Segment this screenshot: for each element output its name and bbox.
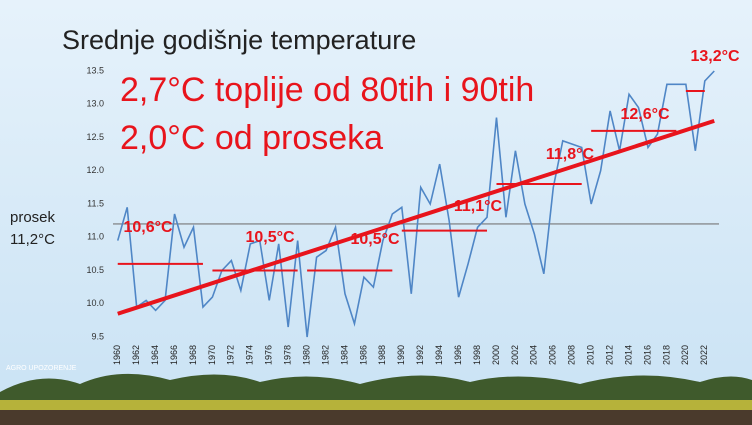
- decade-label: 10,6°C: [123, 219, 173, 236]
- decade-label: 12,6°C: [620, 106, 670, 123]
- chart-title: Srednje godišnje temperature: [62, 25, 416, 55]
- x-tick-label: 1982: [320, 345, 330, 365]
- x-tick-label: 2006: [548, 345, 558, 365]
- y-tick-label: 12.0: [86, 165, 104, 175]
- x-tick-label: 2022: [699, 345, 709, 365]
- x-tick-label: 1976: [264, 345, 274, 365]
- x-tick-label: 1996: [453, 345, 463, 365]
- annotation: 2,0°C od proseka: [120, 119, 383, 157]
- x-tick-label: 1992: [415, 345, 425, 365]
- y-tick-label: 9.5: [91, 331, 104, 341]
- x-tick-label: 1988: [377, 345, 387, 365]
- average-name: prosek: [10, 209, 56, 226]
- x-tick-label: 1970: [207, 345, 217, 365]
- logo: AGRO UPOZORENJE: [6, 365, 77, 372]
- x-tick-label: 2014: [623, 345, 633, 365]
- x-tick-label: 1974: [245, 345, 255, 365]
- chart: Srednje godišnje temperature 2,7°C topli…: [0, 0, 752, 425]
- average-label: 11,2°C: [10, 231, 55, 248]
- y-tick-label: 13.0: [86, 99, 104, 109]
- y-tick-label: 10.5: [86, 265, 104, 275]
- x-tick-label: 1972: [226, 345, 236, 365]
- y-tick-label: 10.0: [86, 298, 104, 308]
- page: Srednje godišnje temperature 2,7°C topli…: [0, 0, 752, 425]
- x-tick-label: 1990: [396, 345, 406, 365]
- x-tick-label: 1978: [283, 345, 293, 365]
- y-tick-label: 12.5: [86, 132, 104, 142]
- x-tick-label: 2004: [529, 345, 539, 365]
- x-tick-label: 2010: [586, 345, 596, 365]
- x-tick-label: 2012: [604, 345, 614, 365]
- field: [0, 410, 752, 425]
- x-tick-label: 1960: [112, 345, 122, 365]
- decade-label: 10,5°C: [350, 231, 400, 248]
- field-strip: [0, 400, 752, 410]
- x-tick-label: 1966: [169, 345, 179, 365]
- x-tick-label: 1980: [301, 345, 311, 365]
- x-tick-label: 1994: [434, 345, 444, 365]
- x-tick-label: 1962: [131, 345, 141, 365]
- x-tick-label: 1998: [472, 345, 482, 365]
- x-tick-label: 1968: [188, 345, 198, 365]
- y-tick-label: 13.5: [86, 65, 104, 75]
- x-tick-label: 2000: [491, 345, 501, 365]
- x-tick-label: 2020: [680, 345, 690, 365]
- decade-label: 13,2°C: [690, 48, 740, 65]
- x-tick-label: 2008: [567, 345, 577, 365]
- annotation: 2,7°C toplije od 80tih i 90tih: [120, 71, 534, 109]
- x-tick-label: 2016: [642, 345, 652, 365]
- y-tick-label: 11.5: [87, 198, 104, 208]
- y-tick-label: 11.0: [87, 232, 104, 242]
- x-tick-label: 1986: [358, 345, 368, 365]
- x-tick-label: 2018: [661, 345, 671, 365]
- x-tick-label: 1984: [339, 345, 349, 365]
- x-tick-label: 2002: [510, 345, 520, 365]
- x-tick-label: 1964: [150, 345, 160, 365]
- decade-label: 10,5°C: [245, 229, 295, 246]
